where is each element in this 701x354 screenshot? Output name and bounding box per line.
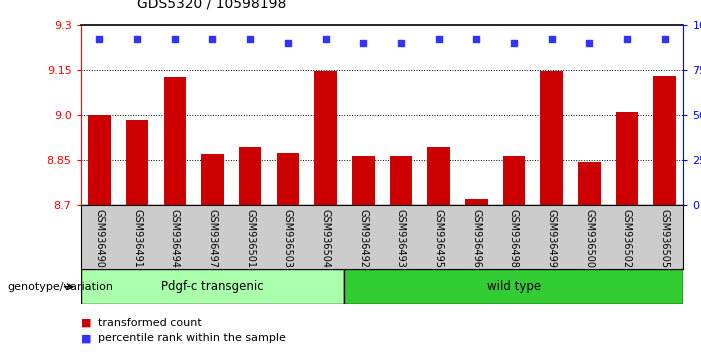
Bar	[239, 147, 261, 205]
Bar	[503, 156, 525, 205]
Bar	[390, 156, 412, 205]
Text: GSM936493: GSM936493	[396, 209, 406, 267]
Bar	[653, 76, 676, 205]
Bar	[81, 269, 344, 304]
Text: GSM936498: GSM936498	[509, 209, 519, 267]
Text: GDS5320 / 10598198: GDS5320 / 10598198	[137, 0, 286, 11]
Point	[546, 36, 557, 42]
Bar	[314, 72, 336, 205]
Bar	[465, 199, 487, 205]
Text: GSM936502: GSM936502	[622, 209, 632, 268]
Text: GSM936499: GSM936499	[547, 209, 557, 267]
Point	[433, 36, 444, 42]
Bar	[277, 153, 299, 205]
Text: GSM936500: GSM936500	[584, 209, 594, 268]
Point	[659, 36, 670, 42]
Point	[470, 36, 482, 42]
Point	[245, 36, 256, 42]
Text: GSM936497: GSM936497	[207, 209, 217, 268]
Point	[94, 36, 105, 42]
Point	[320, 36, 331, 42]
Bar	[344, 269, 683, 304]
Text: GSM936505: GSM936505	[660, 209, 669, 268]
Text: Pdgf-c transgenic: Pdgf-c transgenic	[161, 280, 264, 293]
Bar	[126, 120, 149, 205]
Bar	[201, 154, 224, 205]
Text: GSM936494: GSM936494	[170, 209, 180, 267]
Point	[358, 40, 369, 46]
Bar	[615, 112, 638, 205]
Point	[621, 36, 632, 42]
Point	[169, 36, 180, 42]
Text: ■: ■	[81, 333, 91, 343]
Point	[508, 40, 519, 46]
Bar	[163, 78, 186, 205]
Bar	[88, 115, 111, 205]
Text: GSM936495: GSM936495	[433, 209, 444, 268]
Text: wild type: wild type	[487, 280, 541, 293]
Text: GSM936492: GSM936492	[358, 209, 368, 268]
Text: GSM936490: GSM936490	[95, 209, 104, 267]
Text: genotype/variation: genotype/variation	[7, 282, 113, 292]
Point	[395, 40, 407, 46]
Text: GSM936504: GSM936504	[320, 209, 331, 268]
Text: GSM936491: GSM936491	[132, 209, 142, 267]
Text: GSM936503: GSM936503	[283, 209, 293, 268]
Bar	[540, 72, 563, 205]
Text: percentile rank within the sample: percentile rank within the sample	[98, 333, 286, 343]
Bar	[352, 156, 374, 205]
Text: ■: ■	[81, 318, 91, 328]
Bar	[578, 162, 601, 205]
Bar	[428, 147, 450, 205]
Point	[283, 40, 294, 46]
Point	[584, 40, 595, 46]
Text: GSM936501: GSM936501	[245, 209, 255, 268]
Text: GSM936496: GSM936496	[471, 209, 482, 267]
Text: transformed count: transformed count	[98, 318, 202, 328]
Point	[207, 36, 218, 42]
Point	[132, 36, 143, 42]
